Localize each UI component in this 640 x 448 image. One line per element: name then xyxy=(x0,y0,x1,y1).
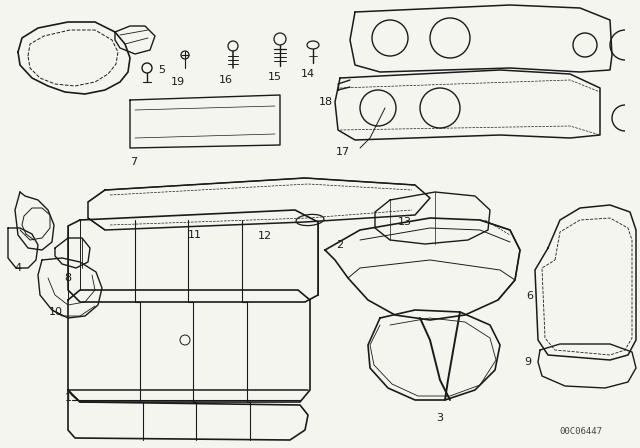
Text: 9: 9 xyxy=(524,357,532,367)
Text: 16: 16 xyxy=(219,75,233,85)
Text: 18: 18 xyxy=(319,97,333,107)
Text: 10: 10 xyxy=(49,307,63,317)
Text: 6: 6 xyxy=(527,291,534,301)
Text: 14: 14 xyxy=(301,69,315,79)
Text: 7: 7 xyxy=(131,157,138,167)
Text: 1: 1 xyxy=(65,393,72,403)
Text: 4: 4 xyxy=(15,263,22,273)
Text: 12: 12 xyxy=(258,231,272,241)
Text: 13: 13 xyxy=(398,217,412,227)
Text: 15: 15 xyxy=(268,72,282,82)
Text: 5: 5 xyxy=(159,65,166,75)
Text: 8: 8 xyxy=(65,273,72,283)
Text: 3: 3 xyxy=(436,413,444,423)
Text: 2: 2 xyxy=(337,240,344,250)
Text: 19: 19 xyxy=(171,77,185,87)
Text: 17: 17 xyxy=(336,147,350,157)
Text: 00C06447: 00C06447 xyxy=(559,427,602,436)
Text: 11: 11 xyxy=(188,230,202,240)
